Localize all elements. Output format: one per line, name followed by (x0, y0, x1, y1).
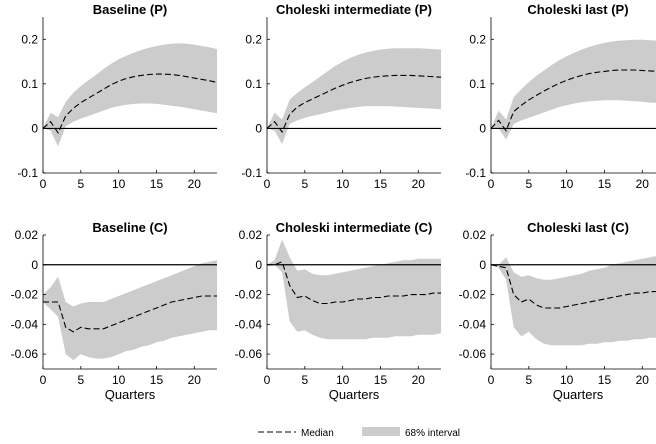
interval-band (491, 256, 656, 346)
y-tick-label: 0 (479, 258, 486, 272)
panel-title: Baseline (P) (93, 2, 167, 17)
y-tick-label: -0.1 (17, 166, 38, 180)
panel-6: 0 5 10 15 20 -0.06 -0.04 -0.02 0 0.02 Choleski las… (459, 220, 656, 402)
x-tick-label: 20 (636, 177, 650, 191)
legend-interval-label: 68% interval (405, 428, 460, 439)
panel-title: Choleski last (P) (527, 2, 628, 17)
y-tick-label: -0.02 (11, 288, 39, 302)
panel-title: Choleski intermediate (P) (276, 2, 432, 17)
x-tick-label: 10 (560, 177, 574, 191)
y-tick-label: 0.2 (21, 32, 38, 46)
interval-band (267, 48, 441, 145)
x-tick-label: 10 (112, 177, 126, 191)
y-tick-label: -0.04 (11, 317, 39, 331)
x-tick-label: 0 (488, 373, 495, 387)
median-line (267, 261, 441, 305)
x-axis-label: Quarters (553, 387, 604, 402)
x-tick-label: 10 (336, 373, 350, 387)
x-tick-label: 20 (188, 373, 202, 387)
x-tick-label: 5 (301, 177, 308, 191)
interval-band (43, 260, 217, 361)
median-line (42, 73, 218, 135)
x-tick-label: 20 (412, 177, 426, 191)
y-tick-label: -0.04 (459, 317, 487, 331)
y-tick-label: 0.02 (239, 228, 263, 242)
y-tick-label: -0.06 (459, 347, 487, 361)
median-line (490, 264, 656, 309)
x-tick-label: 15 (374, 373, 388, 387)
y-tick-label: 0.02 (15, 228, 39, 242)
x-tick-label: 10 (112, 373, 126, 387)
x-tick-label: 20 (636, 373, 650, 387)
y-tick-label: 0 (31, 258, 38, 272)
y-tick-label: 0 (31, 121, 38, 135)
x-tick-label: 5 (525, 177, 532, 191)
x-tick-label: 0 (488, 177, 495, 191)
y-tick-label: -0.04 (235, 317, 263, 331)
y-tick-label: 0 (479, 121, 486, 135)
x-tick-label: 10 (560, 373, 574, 387)
x-axis-label: Quarters (329, 387, 380, 402)
x-tick-label: 20 (412, 373, 426, 387)
panel-title: Choleski intermediate (C) (276, 220, 433, 235)
x-tick-label: 15 (598, 373, 612, 387)
y-tick-label: -0.02 (459, 288, 487, 302)
legend-median-label: Median (301, 428, 334, 439)
y-tick-label: -0.06 (11, 347, 39, 361)
interval-band (267, 239, 441, 340)
x-tick-label: 5 (301, 373, 308, 387)
y-tick-label: 0.1 (469, 77, 486, 91)
y-tick-label: 0.1 (21, 77, 38, 91)
panel-5: 0 5 10 15 20 -0.06 -0.04 -0.02 0 0.02 Choleski int… (235, 220, 441, 402)
y-tick-label: -0.02 (235, 288, 263, 302)
y-tick-label: 0 (255, 258, 262, 272)
panel-title: Choleski last (C) (527, 220, 629, 235)
y-tick-label: 0.02 (463, 228, 487, 242)
interval-band (43, 43, 217, 147)
x-tick-label: 15 (598, 177, 612, 191)
y-tick-label: -0.1 (465, 166, 486, 180)
median-line (266, 74, 442, 134)
x-tick-label: 0 (264, 177, 271, 191)
x-tick-label: 15 (374, 177, 388, 191)
interval-band (491, 39, 656, 140)
x-tick-label: 15 (150, 177, 164, 191)
x-tick-label: 0 (264, 373, 271, 387)
x-tick-label: 0 (40, 373, 47, 387)
x-tick-label: 10 (336, 177, 350, 191)
panel-4: 0 5 10 15 20 -0.06 -0.04 -0.02 0 0.02 Baseline (C)… (11, 220, 217, 402)
median-line (490, 69, 656, 132)
legend-interval-swatch (362, 427, 400, 436)
x-axis-label: Quarters (105, 387, 156, 402)
x-tick-label: 5 (77, 373, 84, 387)
x-tick-label: 20 (188, 177, 202, 191)
panel-title: Baseline (C) (92, 220, 167, 235)
x-tick-label: 5 (77, 177, 84, 191)
y-tick-label: 0.2 (245, 32, 262, 46)
x-tick-label: 15 (150, 373, 164, 387)
y-tick-label: -0.1 (241, 166, 262, 180)
median-line (43, 295, 217, 333)
legend: Median 68% interval (258, 427, 460, 439)
y-tick-label: -0.06 (235, 347, 263, 361)
y-tick-label: 0 (255, 121, 262, 135)
y-tick-label: 0.1 (245, 77, 262, 91)
y-tick-label: 0.2 (469, 32, 486, 46)
x-tick-label: 5 (525, 373, 532, 387)
x-tick-label: 0 (40, 177, 47, 191)
